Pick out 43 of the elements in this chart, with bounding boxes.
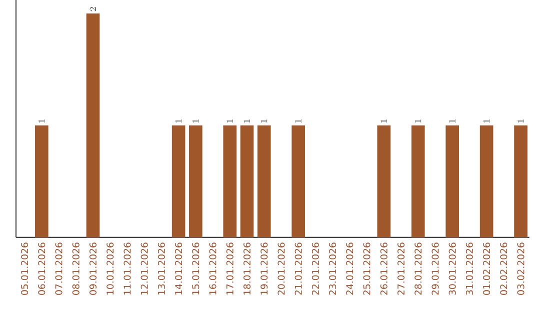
x-tick-label: 09.01.2026: [89, 242, 97, 295]
data-label: 1: [175, 119, 182, 123]
x-tick-label: 23.01.2026: [329, 242, 336, 295]
x-tick-label: 26.01.2026: [380, 242, 388, 295]
x-tick-label: 11.01.2026: [124, 242, 131, 294]
x-tick-label: 18.01.2026: [243, 242, 251, 294]
data-label: 1: [483, 119, 490, 123]
x-tick-label: 20.01.2026: [278, 242, 285, 295]
x-tick-label: 01.02.2026: [483, 242, 490, 295]
x-tick-label: 08.01.2026: [72, 242, 80, 295]
x-tick-label: 31.01.2026: [466, 242, 473, 295]
x-tick-label: 19.01.2026: [260, 242, 268, 294]
x-tick-label: 29.01.2026: [432, 242, 439, 295]
data-label: 1: [226, 119, 233, 123]
data-label: 1: [244, 119, 250, 123]
x-tick-label: 14.01.2026: [175, 242, 182, 294]
data-label: 1: [414, 119, 422, 123]
data-label: 1: [518, 119, 524, 123]
x-tick-label: 07.01.2026: [55, 242, 62, 295]
x-tick-label: 28.01.2026: [414, 242, 422, 295]
x-tick-label: 24.01.2026: [346, 242, 354, 295]
x-tick-label: 17.01.2026: [226, 242, 234, 294]
data-label: 1: [295, 119, 302, 123]
x-tick-label: 12.01.2026: [140, 242, 148, 294]
x-tick-label: 25.01.2026: [363, 242, 370, 295]
data-label: 1: [380, 119, 387, 123]
x-tick-label: 27.01.2026: [397, 242, 405, 295]
x-tick-label: 02.02.2026: [500, 242, 508, 295]
x-tick-label: 30.01.2026: [448, 242, 456, 295]
data-label: 1: [38, 119, 45, 123]
x-tick-label: 16.01.2026: [209, 242, 216, 294]
x-tick-label: 22.01.2026: [312, 242, 319, 295]
data-label: 2: [90, 6, 96, 12]
data-label: 1: [260, 119, 268, 123]
data-label: 1: [192, 119, 199, 123]
x-tick-label: 03.02.2026: [517, 242, 524, 295]
x-tick-label: 10.01.2026: [106, 242, 114, 294]
x-tick-label: 13.01.2026: [158, 242, 165, 294]
x-tick-label: 06.01.2026: [38, 242, 46, 295]
x-tick-label: 21.01.2026: [294, 242, 302, 295]
x-tick-label: 15.01.2026: [192, 242, 200, 294]
data-label: 1: [449, 119, 456, 123]
x-tick-label: 05.01.2026: [21, 242, 28, 295]
